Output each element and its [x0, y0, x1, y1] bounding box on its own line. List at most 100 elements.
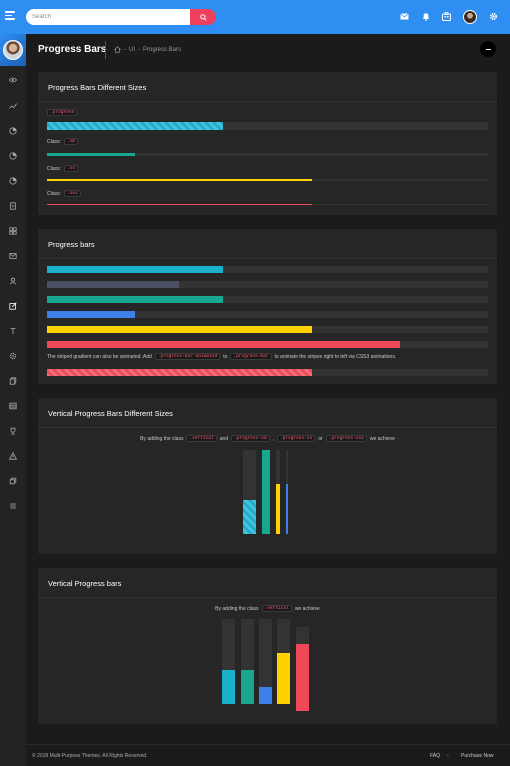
note-text: or	[318, 435, 323, 442]
search-icon	[199, 13, 207, 21]
code-progress-sm: .progress-sm	[231, 435, 270, 442]
user-icon[interactable]	[7, 275, 19, 287]
note-text: The striped gradient can also be animate…	[47, 353, 152, 360]
class-label-row: Class: .sm	[47, 138, 79, 145]
progress-track	[47, 369, 488, 376]
footer: © 2018 Multi-Purpose Themes. All Rights …	[26, 744, 510, 766]
gear-icon[interactable]	[488, 11, 499, 22]
code-progress: .progress	[47, 109, 78, 116]
note-text: we achieve	[369, 435, 395, 442]
progress-track	[47, 204, 488, 205]
collapse-button[interactable]	[480, 41, 496, 57]
home-icon[interactable]	[114, 46, 121, 53]
copy-icon[interactable]	[7, 375, 19, 387]
table-icon[interactable]	[7, 400, 19, 412]
vertical-progress-bar	[243, 500, 256, 534]
progress-bar	[47, 341, 400, 348]
code-progress-xs: .progress-xs	[276, 435, 316, 442]
code-progress-xxs: .progress-xxs	[325, 435, 367, 442]
class-label-row: Class: .xs	[47, 165, 79, 172]
card-title: Progress Bars Different Sizes	[48, 83, 147, 92]
progress-track	[47, 296, 488, 303]
vertical-progress-bar	[277, 653, 290, 704]
vertical-progress-bar	[262, 450, 270, 534]
user-avatar-top[interactable]	[463, 10, 477, 24]
list-icon[interactable]	[7, 500, 19, 512]
vertical-progress-bar	[296, 643, 309, 711]
note-text: By adding the class	[215, 605, 259, 612]
vertical-progress-track	[243, 450, 256, 534]
purchase-link[interactable]: Purchase Now	[461, 753, 494, 759]
vertical-progress-track	[286, 450, 288, 534]
warning-icon[interactable]	[7, 450, 19, 462]
vertical-progress-bar	[241, 670, 254, 704]
sidebar-user[interactable]	[0, 34, 26, 66]
settings-icon[interactable]	[7, 350, 19, 362]
class-label-row: Class: .xxs	[47, 190, 81, 197]
chart-line-icon[interactable]	[7, 100, 19, 112]
vertical-progress-track	[222, 619, 235, 704]
edit-icon[interactable]	[7, 300, 19, 312]
envelope-icon[interactable]	[7, 250, 19, 262]
top-navbar	[0, 0, 510, 34]
apps-icon[interactable]	[441, 11, 452, 22]
progress-track	[47, 153, 488, 156]
vertical-progress-track	[241, 619, 254, 704]
document-icon[interactable]	[7, 200, 19, 212]
vertical-note: By adding the class .vertical and .progr…	[38, 435, 497, 442]
code-progress-bar: .progress-bar	[230, 353, 272, 360]
progress-bar-animated	[47, 369, 312, 376]
text-format-icon[interactable]	[7, 325, 19, 337]
bell-icon[interactable]	[420, 11, 431, 22]
breadcrumb-item-ui[interactable]: UI	[129, 46, 135, 53]
vertical-progress-bar	[222, 670, 235, 704]
vertical-progress-track	[262, 450, 270, 534]
progress-bar	[47, 281, 180, 288]
faq-link[interactable]: FAQ	[430, 753, 441, 759]
search-input[interactable]	[26, 9, 192, 25]
progress-track	[47, 341, 488, 348]
vertical-progress-bar	[276, 483, 280, 534]
code-class: .xxs	[63, 190, 81, 197]
breadcrumb: - UI - Progress Bars	[114, 46, 181, 53]
vertical-progress-track	[277, 619, 290, 704]
page-title: Progress Bars	[38, 44, 107, 55]
vertical-progress-track	[296, 627, 309, 711]
trophy-icon[interactable]	[7, 425, 19, 437]
note-text: to animate the stripes right to left via…	[274, 353, 397, 360]
divider	[38, 597, 497, 598]
sidebar	[0, 34, 26, 766]
layers-icon[interactable]	[7, 475, 19, 487]
code-class: .sm	[63, 138, 79, 145]
progress-bar	[47, 296, 224, 303]
progress-bar	[47, 311, 136, 318]
card-progress-sizes: Progress Bars Different Sizes .progress …	[38, 72, 497, 215]
progress-track	[47, 122, 488, 130]
card-progress-bars: Progress bars The striped gradient can a…	[38, 229, 497, 384]
vertical-progress-track	[259, 619, 272, 704]
pie-chart-icon[interactable]	[7, 150, 19, 162]
minus-icon	[485, 48, 491, 50]
search-button[interactable]	[190, 9, 216, 25]
pie-chart-icon[interactable]	[7, 125, 19, 137]
progress-track	[47, 179, 488, 181]
pie-chart-icon[interactable]	[7, 175, 19, 187]
progress-bar	[47, 204, 312, 205]
class-label-row: .progress	[47, 109, 78, 116]
footer-separator: •	[447, 753, 449, 759]
note-text: we achieve	[294, 605, 320, 612]
eye-icon[interactable]	[7, 74, 19, 86]
divider	[38, 101, 497, 102]
vertical-progress-bar	[259, 687, 272, 704]
class-label: Class:	[47, 190, 61, 197]
note-text: to	[223, 353, 228, 360]
search-box	[26, 9, 216, 25]
vertical-progress-track	[276, 450, 280, 534]
mail-icon[interactable]	[399, 11, 410, 22]
menu-toggle-icon[interactable]	[5, 11, 15, 21]
breadcrumb-separator: -	[124, 46, 126, 53]
note-text: ,	[272, 435, 274, 442]
grid-icon[interactable]	[7, 225, 19, 237]
progress-bar	[47, 153, 136, 156]
title-divider	[105, 41, 106, 59]
